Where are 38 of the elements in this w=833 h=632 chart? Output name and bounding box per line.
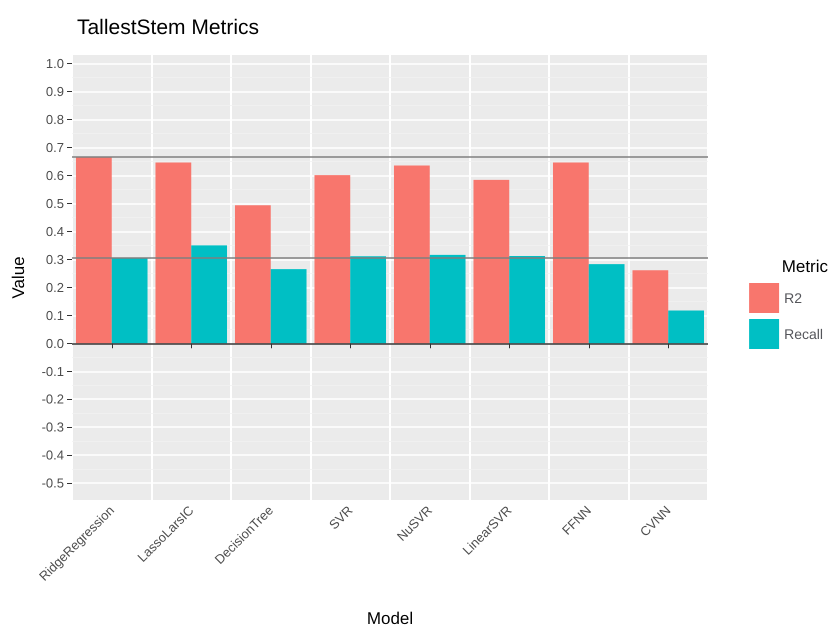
bar <box>155 162 192 344</box>
x-axis-title: Model <box>366 609 414 628</box>
bar <box>191 245 228 344</box>
y-tick-label: 0.2 <box>46 280 64 295</box>
y-tick-label: 0.1 <box>46 308 64 323</box>
y-tick-label: -0.3 <box>42 420 64 435</box>
y-tick-label: 0.3 <box>46 252 64 267</box>
bar <box>234 205 271 344</box>
legend-label: Recall <box>784 326 824 342</box>
bar <box>552 162 589 344</box>
bar <box>668 310 704 344</box>
chart-title: TallestStem Metrics <box>77 16 260 39</box>
y-tick-label: 0.8 <box>46 112 64 127</box>
y-tick-label: -0.4 <box>42 448 64 463</box>
y-tick-label: 0.9 <box>46 84 64 99</box>
bar <box>76 157 112 344</box>
y-tick-label: 0.6 <box>46 168 64 183</box>
bar <box>473 180 510 344</box>
bar <box>430 254 466 344</box>
bar <box>270 269 307 344</box>
y-tick-label: 0.4 <box>46 224 64 239</box>
y-tick-label: -0.1 <box>42 364 64 379</box>
bar <box>509 256 546 344</box>
y-tick-label: 1.0 <box>46 56 64 71</box>
bar <box>394 166 430 344</box>
bar <box>314 175 350 344</box>
bar <box>588 264 625 344</box>
legend-label: R2 <box>784 290 802 306</box>
bar <box>632 270 668 344</box>
y-tick-label: 0.0 <box>46 336 64 351</box>
legend-title: Metric <box>782 257 828 276</box>
y-tick-label: -0.2 <box>42 392 64 407</box>
bar <box>350 256 386 344</box>
y-tick-label: 0.7 <box>46 140 64 155</box>
y-tick-label: -0.5 <box>42 476 64 491</box>
y-axis-title: Value <box>9 256 28 299</box>
y-tick-label: 0.5 <box>46 196 64 211</box>
bar <box>112 258 148 344</box>
